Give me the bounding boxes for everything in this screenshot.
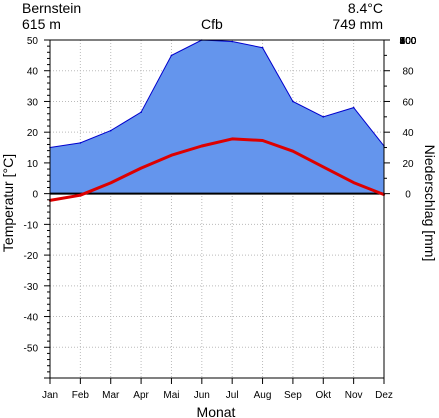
station-elevation: 615 m	[22, 16, 61, 32]
precipitation-point-aug	[261, 46, 264, 49]
x-tick-label: Sep	[284, 390, 302, 401]
precipitation-point-jul	[231, 40, 233, 43]
y-axis-left-label: Temperatur [°C]	[0, 154, 16, 252]
y-tick-label-right: 600	[400, 36, 417, 47]
x-tick-label: Aug	[254, 390, 272, 401]
axes: -50-40-30-20-100102030405002040608010020…	[24, 36, 417, 401]
precipitation-line	[49, 39, 385, 148]
temperature-point-feb	[79, 193, 82, 197]
y-tick-label-left: -20	[24, 251, 39, 262]
x-tick-label: Nov	[345, 390, 363, 401]
precipitation-point-nov	[352, 106, 355, 109]
y-tick-label-right: 500	[400, 36, 417, 47]
x-tick-label: Jun	[194, 390, 210, 401]
x-tick-label: Dez	[375, 390, 393, 401]
y-tick-label-left: 20	[27, 128, 39, 139]
x-tick-label: Mai	[163, 390, 179, 401]
temperature-point-mai	[170, 154, 173, 157]
temperature-point-jul	[230, 137, 234, 141]
y-tick-label-left: 40	[27, 67, 39, 78]
x-tick-label: Jul	[226, 390, 239, 401]
y-tick-label-right: 900	[400, 36, 417, 47]
y-tick-label-right: 200	[400, 36, 417, 47]
precipitation-point-feb	[79, 142, 82, 144]
y-tick-label-left: 10	[27, 159, 39, 170]
x-tick-label: Okt	[315, 390, 331, 401]
y-tick-label-left: -40	[24, 313, 39, 324]
x-tick-label: Feb	[72, 390, 90, 401]
y-tick-label-right: 300	[400, 36, 417, 47]
y-tick-label-right: 80	[402, 67, 414, 78]
climate-class: Cfb	[201, 16, 223, 32]
plot-frame	[49, 39, 385, 379]
y-tick-label-right: 100	[400, 36, 417, 47]
y-tick-label-right: 20	[402, 159, 414, 170]
y-tick-label-left: -10	[24, 220, 39, 231]
x-tick-label: Jan	[42, 390, 58, 401]
precipitation-area	[50, 40, 384, 194]
temperature-point-mar	[109, 181, 112, 185]
y-tick-label-left: -50	[24, 343, 39, 354]
temperature-point-aug	[261, 139, 264, 142]
temperature-point-sep	[291, 150, 295, 153]
x-tick-label: Mar	[102, 390, 120, 401]
grid	[50, 39, 384, 378]
mean-temperature: 8.4°C	[347, 0, 383, 16]
y-tick-label-right: 40	[402, 128, 414, 139]
y-tick-label-left: 30	[27, 97, 39, 108]
y-tick-label-left: 50	[27, 36, 39, 47]
precipitation-point-mai	[170, 54, 173, 57]
annual-precipitation: 749 mm	[332, 16, 383, 32]
temperature-line	[49, 137, 385, 202]
data-layer	[48, 39, 386, 202]
station-name: Bernstein	[22, 0, 82, 16]
precipitation-point-okt	[322, 116, 325, 118]
y-tick-label-right: 0	[405, 190, 411, 201]
temperature-point-apr	[139, 166, 143, 170]
temperature-point-okt	[322, 165, 325, 169]
y-axis-right-label: Niederschlag [mm]	[422, 145, 438, 262]
temperature-point-nov	[352, 181, 355, 184]
y-tick-label-left: -30	[24, 282, 39, 293]
precipitation-point-mar	[109, 129, 112, 132]
x-axis-label: Monat	[197, 404, 236, 418]
y-tick-label-right: 60	[402, 97, 414, 108]
temperature-point-jun	[200, 144, 204, 148]
precipitation-point-sep	[292, 100, 294, 103]
y-tick-label-right: 800	[400, 36, 417, 47]
y-tick-label-left: 0	[32, 190, 38, 201]
x-tick-label: Apr	[133, 390, 149, 401]
precipitation-point-apr	[140, 111, 142, 114]
y-tick-label-right: 700	[400, 36, 417, 47]
y-tick-label-right: 400	[400, 36, 417, 47]
